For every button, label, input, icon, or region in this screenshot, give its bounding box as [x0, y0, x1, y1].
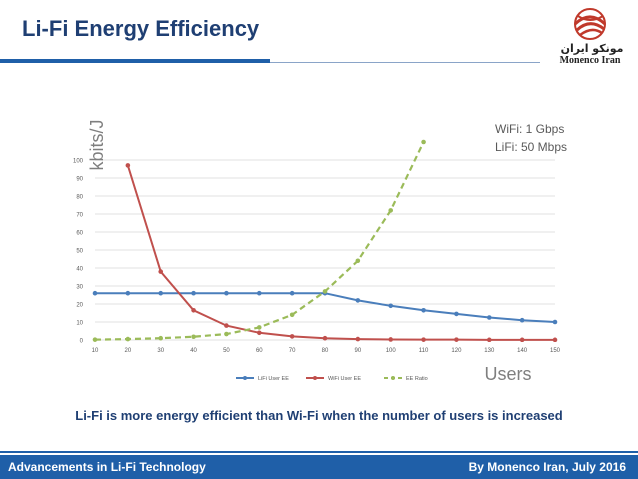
x-tick-label: 140 [517, 348, 528, 354]
chart-annotation: WiFi: 1 Gbps [495, 122, 564, 136]
x-tick-label: 50 [223, 348, 230, 354]
data-point [519, 317, 525, 323]
y-tick-label: 20 [76, 303, 83, 309]
data-point [322, 335, 328, 341]
data-point [191, 308, 196, 313]
data-point [224, 323, 229, 328]
data-point [191, 290, 196, 296]
legend-marker [391, 376, 395, 380]
title-divider [0, 62, 540, 63]
legend-marker [243, 376, 247, 380]
data-point [454, 311, 459, 317]
x-tick-label: 80 [322, 348, 329, 354]
data-point [486, 337, 492, 342]
x-tick-label: 60 [256, 348, 263, 354]
data-point [158, 290, 164, 296]
y-tick-label: 50 [76, 249, 83, 255]
x-tick-label: 40 [190, 348, 197, 354]
series-line-wifi-user-ee [126, 165, 555, 341]
data-point [355, 298, 361, 303]
y-tick-label: 100 [73, 159, 84, 165]
logo-name-fa: مونکو ایران [560, 42, 624, 55]
data-point [552, 319, 558, 325]
legend-marker [313, 376, 317, 380]
footer-left-text: Advancements in Li-Fi Technology [8, 460, 206, 474]
x-tick-label: 150 [550, 348, 561, 354]
x-tick-label: 110 [419, 348, 429, 354]
legend-label: LiFi User EE [258, 376, 289, 382]
y-tick-label: 40 [76, 267, 83, 273]
data-point [421, 308, 426, 313]
data-point [158, 335, 164, 341]
x-tick-label: 30 [157, 348, 164, 354]
y-tick-label: 10 [76, 321, 83, 327]
y-tick-label: 70 [76, 213, 83, 219]
data-point [388, 303, 394, 309]
y-tick-label: 80 [76, 195, 83, 201]
data-point [289, 312, 295, 318]
x-tick-label: 130 [484, 348, 495, 354]
data-point [92, 290, 98, 296]
slide-caption: Li-Fi is more energy efficient than Wi-F… [75, 408, 563, 423]
data-point [125, 290, 131, 296]
data-point [421, 337, 426, 342]
x-tick-label: 10 [92, 348, 99, 354]
data-point [224, 331, 229, 337]
data-point [552, 337, 558, 342]
series-group [92, 139, 558, 342]
legend-label: WiFi User EE [328, 376, 361, 382]
y-axis-label: kbits/J [87, 119, 107, 170]
data-point [256, 330, 262, 336]
series-line-ee-ratio [94, 141, 425, 341]
data-point [158, 269, 164, 274]
footer-right-text: By Monenco Iran, July 2016 [468, 460, 626, 474]
title-accent-bar [0, 59, 270, 63]
data-point [322, 289, 328, 294]
data-point [224, 290, 229, 296]
x-tick-label: 100 [386, 348, 397, 354]
data-point [289, 290, 295, 296]
energy-efficiency-chart: 0 10 20 30 40 50 60 70 80 90 100 10 20 30 40 50 60 70 80 90… [73, 119, 567, 384]
x-tick-label: 70 [289, 348, 296, 354]
y-tick-label: 0 [80, 339, 84, 345]
x-tick-label: 20 [125, 348, 132, 354]
x-tick-label: 120 [451, 348, 462, 354]
y-tick-label: 60 [76, 231, 83, 237]
chart-annotation: LiFi: 50 Mbps [495, 140, 567, 154]
data-point [355, 258, 361, 264]
data-point [256, 290, 262, 296]
data-point [256, 325, 262, 330]
series-line-lifi-user-ee [95, 292, 556, 323]
data-point [125, 163, 131, 168]
monenco-globe-logo [573, 8, 607, 40]
data-point [454, 337, 459, 342]
data-point [388, 208, 394, 213]
footer-divider [0, 451, 638, 453]
slide-title: Li-Fi Energy Efficiency [22, 16, 260, 41]
data-point [388, 337, 394, 342]
x-axis-label: Users [484, 364, 531, 384]
legend-label: EE Ratio [406, 376, 428, 382]
data-point [486, 315, 492, 320]
data-point [519, 337, 525, 342]
data-point [355, 336, 361, 342]
footer-bar: Advancements in Li-Fi Technology By Mone… [0, 455, 638, 479]
data-point [289, 334, 295, 339]
logo-name: Monenco Iran [559, 55, 621, 66]
y-tick-label: 30 [76, 285, 83, 291]
data-point [125, 336, 131, 342]
y-tick-label: 90 [76, 177, 83, 183]
data-point [92, 337, 98, 342]
x-tick-label: 90 [355, 348, 362, 354]
data-point [191, 334, 196, 340]
data-point [421, 139, 426, 145]
